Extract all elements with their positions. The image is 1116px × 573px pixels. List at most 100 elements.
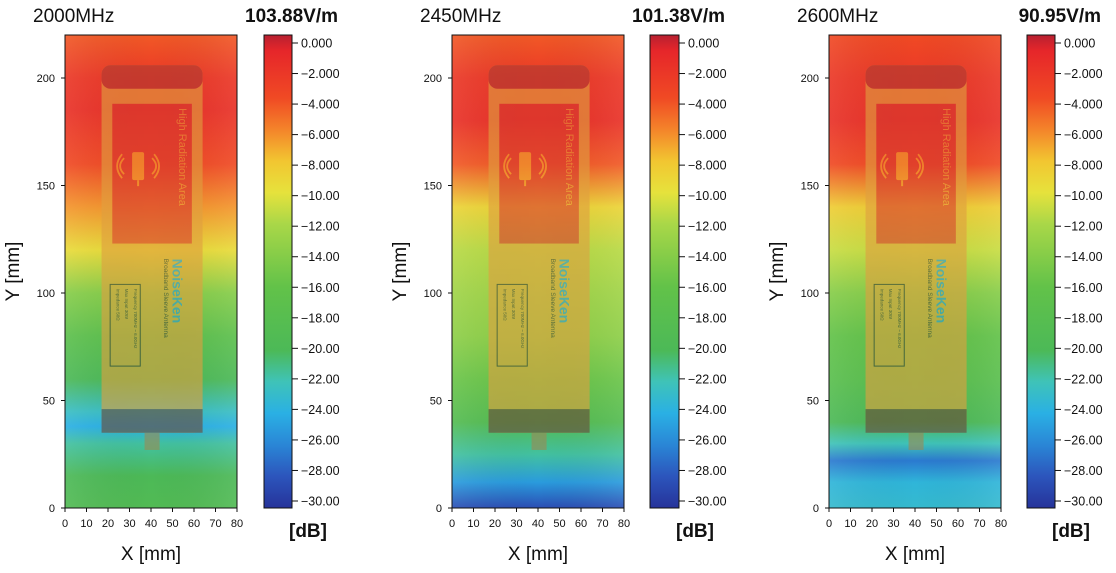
colorbar-tick-label: −12.00 bbox=[301, 220, 340, 234]
x-tick-label: 60 bbox=[952, 518, 964, 530]
colorbar-tick-label: 0.000 bbox=[301, 37, 332, 51]
antenna-connector bbox=[531, 432, 547, 450]
y-tick-label: 0 bbox=[813, 503, 819, 515]
colorbar-tick-label: −6.000 bbox=[301, 128, 340, 142]
x-tick-label: 0 bbox=[826, 518, 832, 530]
x-tick-label: 20 bbox=[489, 518, 501, 530]
antenna-model-text: Broadband Sleeve Antenna bbox=[162, 259, 169, 339]
x-tick-label: 10 bbox=[467, 518, 479, 530]
antenna-bottom-band bbox=[101, 409, 203, 433]
antenna-spec-line: Impedance 50Ω bbox=[880, 289, 885, 322]
spec-label-box bbox=[496, 283, 528, 367]
colorbar-tick-label: −14.00 bbox=[301, 250, 340, 264]
y-tick-label: 50 bbox=[807, 396, 819, 408]
y-tick-label: 100 bbox=[801, 288, 819, 300]
panel-peak-field: 90.95V/m bbox=[1019, 6, 1101, 27]
colorbar-tick-label: −16.00 bbox=[1064, 281, 1103, 295]
x-tick-label: 0 bbox=[449, 518, 455, 530]
x-tick-label: 10 bbox=[80, 518, 92, 530]
x-tick-label: 40 bbox=[909, 518, 921, 530]
x-tick-label: 40 bbox=[532, 518, 544, 530]
heatmap-panel-1: 2000MHz 103.88V/m High Radiation Area Noise… bbox=[3, 6, 340, 565]
x-tick-label: 50 bbox=[930, 518, 942, 530]
x-tick-label: 20 bbox=[866, 518, 878, 530]
colorbar: 0.000 −2.000 −4.000 −6.000 −8.000 −10.00 −12.0… bbox=[263, 34, 340, 542]
colorbar-tick-label: −24.00 bbox=[1064, 403, 1103, 417]
antenna-wave-icon bbox=[503, 152, 547, 187]
colorbar-unit-label: [dB] bbox=[289, 521, 327, 542]
x-tick-label: 80 bbox=[231, 518, 243, 530]
antenna-model-text: Broadband Sleeve Antenna bbox=[549, 259, 556, 339]
x-tick-label: 70 bbox=[209, 518, 221, 530]
antenna-warning-text: High Radiation Area bbox=[940, 108, 952, 207]
colorbar-tick-label: −28.00 bbox=[301, 464, 340, 478]
colorbar-tick-label: −14.00 bbox=[688, 250, 727, 264]
colorbar-tick-label: −14.00 bbox=[1064, 250, 1103, 264]
antenna-logo-text: NoiseKen bbox=[934, 259, 950, 324]
colorbar-tick-label: −10.00 bbox=[301, 189, 340, 203]
y-tick-label: 150 bbox=[424, 181, 442, 193]
colorbar-tick-label: −22.00 bbox=[301, 372, 340, 386]
x-tick-label: 80 bbox=[618, 518, 630, 530]
panel-peak-field: 103.88V/m bbox=[245, 6, 338, 27]
panel-frequency-title: 2000MHz bbox=[33, 6, 114, 27]
x-tick-label: 70 bbox=[596, 518, 608, 530]
x-tick-label: 20 bbox=[102, 518, 114, 530]
panel-frequency-title: 2600MHz bbox=[797, 6, 878, 27]
antenna-top-cap bbox=[865, 65, 967, 89]
panel-frequency-title: 2450MHz bbox=[420, 6, 501, 27]
colorbar-tick-label: −4.000 bbox=[301, 98, 340, 112]
y-tick-label: 0 bbox=[436, 503, 442, 515]
spec-label-box bbox=[873, 283, 905, 367]
antenna-spec-line: Impedance 50Ω bbox=[116, 289, 121, 322]
x-tick-label: 60 bbox=[188, 518, 200, 530]
colorbar-tick-label: −4.000 bbox=[1064, 98, 1103, 112]
y-tick-label: 50 bbox=[43, 396, 55, 408]
colorbar-tick-label: −10.00 bbox=[688, 189, 727, 203]
x-tick-label: 10 bbox=[844, 518, 856, 530]
colorbar-tick-label: −8.000 bbox=[688, 159, 727, 173]
x-tick-label: 30 bbox=[123, 518, 135, 530]
colorbar-tick-label: −20.00 bbox=[1064, 342, 1103, 356]
antenna-spec-line: Impedance 50Ω bbox=[503, 289, 508, 322]
colorbar-tick-label: −24.00 bbox=[301, 403, 340, 417]
colorbar-gradient bbox=[1026, 34, 1056, 509]
x-tick-label: 30 bbox=[510, 518, 522, 530]
antenna-spec-line: Max Input 30W bbox=[124, 289, 129, 320]
antenna-top-cap bbox=[101, 65, 203, 89]
colorbar-unit-label: [dB] bbox=[1052, 521, 1090, 542]
x-tick-label: 30 bbox=[887, 518, 899, 530]
y-tick-label: 200 bbox=[424, 73, 442, 85]
antenna-wave-icon bbox=[116, 152, 160, 187]
x-tick-label: 60 bbox=[575, 518, 587, 530]
antenna-spec-line: Frequency 700MHz ~ 6.0GHz bbox=[133, 289, 138, 349]
antenna-spec-line: Max Input 30W bbox=[888, 289, 893, 320]
colorbar-tick-label: 0.000 bbox=[688, 37, 719, 51]
colorbar-tick-label: −22.00 bbox=[688, 372, 727, 386]
antenna-logo-text: NoiseKen bbox=[170, 259, 186, 324]
heatmap-panel-2: 2450MHz 101.38V/m High Radiation Area Noise… bbox=[390, 6, 727, 565]
y-tick-label: 200 bbox=[801, 73, 819, 85]
x-axis-label: X [mm] bbox=[121, 544, 181, 565]
antenna-logo-text: NoiseKen bbox=[557, 259, 573, 324]
y-axis-label: Y [mm] bbox=[390, 242, 411, 302]
colorbar-tick-label: −8.000 bbox=[1064, 159, 1103, 173]
antenna-connector bbox=[144, 432, 160, 450]
x-tick-label: 70 bbox=[973, 518, 985, 530]
y-tick-label: 150 bbox=[801, 181, 819, 193]
colorbar-tick-label: −22.00 bbox=[1064, 372, 1103, 386]
colorbar-tick-label: −10.00 bbox=[1064, 189, 1103, 203]
antenna-spec-line: Frequency 700MHz ~ 6.0GHz bbox=[897, 289, 902, 349]
colorbar-tick-label: −6.000 bbox=[1064, 128, 1103, 142]
colorbar-tick-label: −26.00 bbox=[301, 433, 340, 447]
antenna-model-text: Broadband Sleeve Antenna bbox=[926, 259, 933, 339]
antenna-warning-text: High Radiation Area bbox=[563, 108, 575, 207]
colorbar-tick-label: 0.000 bbox=[1064, 37, 1095, 51]
panel-peak-field: 101.38V/m bbox=[632, 6, 725, 27]
colorbar-gradient bbox=[263, 34, 293, 509]
colorbar-tick-label: −2.000 bbox=[301, 67, 340, 81]
colorbar-tick-label: −8.000 bbox=[301, 159, 340, 173]
y-tick-label: 200 bbox=[37, 73, 55, 85]
